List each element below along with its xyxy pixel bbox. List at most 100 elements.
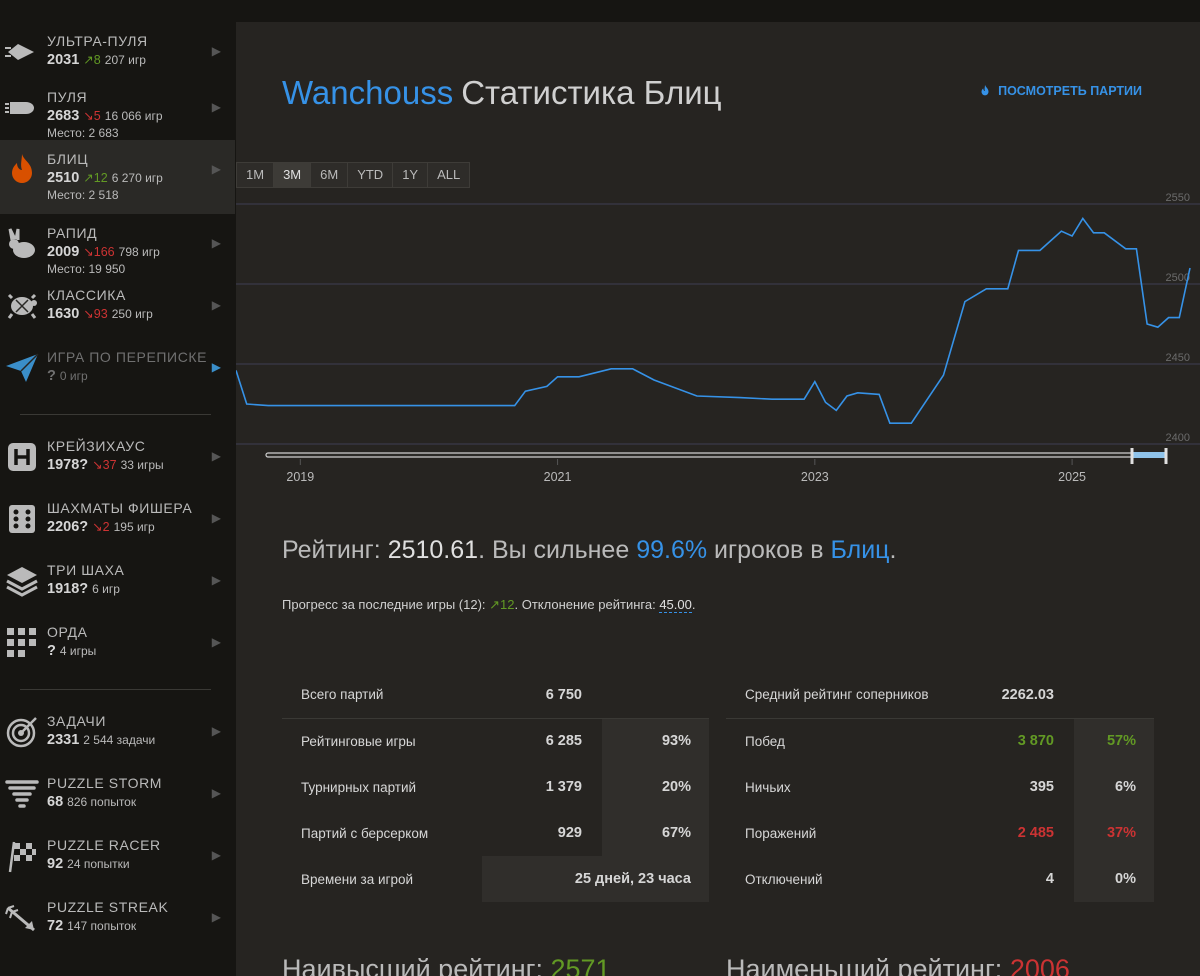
perf-name: Задачи	[47, 713, 106, 729]
navigator-window	[1132, 452, 1166, 458]
sidebar-item-bullet[interactable]: Пуля 2683 ↘5 16 066 игр Место: 2 683 ▶	[0, 78, 235, 140]
stat-label: Средний рейтинг соперников	[726, 672, 956, 719]
stat-time-value: 25 дней, 23 часа	[482, 856, 709, 902]
trend-down-icon: ↘93	[83, 307, 108, 321]
range-button-1y[interactable]: 1Y	[392, 162, 429, 188]
range-button-all[interactable]: ALL	[427, 162, 471, 188]
perf-name: Рапид	[47, 225, 98, 241]
sidebar-item-fire[interactable]: Блиц 2510 ↗12 6 270 игр Место: 2 518 ▶	[0, 140, 235, 214]
perf-sidebar: Ультра-пуля 2031 ↗8 207 игр ▶ Пуля 2683 ↘5 1…	[0, 22, 235, 976]
sidebar-item-rabbit[interactable]: Рапид 2009 ↘166 798 игр Место: 19 950 ▶	[0, 214, 235, 276]
stat-value[interactable]: 395	[1029, 779, 1054, 795]
stat-label: Времени за игрой	[301, 871, 414, 887]
stat-label: Побед	[745, 733, 785, 749]
stat-value: 6 285	[545, 733, 582, 750]
chevron-right-icon: ▶	[211, 298, 221, 312]
sidebar-item-dice[interactable]: Шахматы Фишера 2206? ↘2 195 игр ▶	[0, 489, 235, 551]
highest-rating: Наивысший рейтинг: 2571	[282, 954, 611, 976]
table-row: Времени за игрой 25 дней, 23 часа	[282, 856, 709, 902]
sidebar-item-ultrabullet[interactable]: Ультра-пуля 2031 ↗8 207 игр ▶	[0, 22, 235, 78]
range-button-3m[interactable]: 3M	[273, 162, 312, 188]
x-tick-label: 2025	[1058, 470, 1086, 484]
x-tick-label: 2023	[801, 470, 829, 484]
highest-label: Наивысший рейтинг:	[282, 954, 551, 976]
rating-percent: 99.6%	[636, 536, 708, 564]
sidebar-item-layers[interactable]: Три шаха 1918? 6 игр ▶	[0, 551, 235, 613]
table-row: Средний рейтинг соперников 2262.03	[726, 672, 1154, 719]
sidebar-item-turtle[interactable]: Классика 1630 ↘93 250 игр ▶	[0, 276, 235, 338]
stat-pct: 67%	[602, 810, 709, 856]
rating-summary: Рейтинг: 2510.61. Вы сильнее 99.6% игрок…	[282, 536, 896, 565]
sidebar-separator	[20, 414, 211, 415]
perf-name: Ультра-пуля	[47, 33, 148, 49]
range-button-ytd[interactable]: YTD	[347, 162, 394, 188]
perf-rating: 68 826 попыток	[47, 794, 137, 810]
perf-name: Puzzle Storm	[47, 775, 163, 791]
games-stats-table: Всего партий 6 750 Рейтинговые игры 6 28…	[282, 672, 709, 902]
perf-rating: 2331 2 544 задачи	[47, 732, 156, 748]
trend-down-icon: ↘5	[83, 109, 101, 123]
progress-end: .	[691, 597, 696, 612]
rating-mid2: игроков в	[707, 536, 831, 564]
highest-value: 2571	[550, 954, 611, 976]
perf-name: Шахматы Фишера	[47, 500, 193, 516]
sidebar-item-paper-plane[interactable]: Игра по переписке ? 0 игр ▶	[0, 338, 235, 400]
range-button-6m[interactable]: 6M	[310, 162, 349, 188]
rating-value: 2510.61	[387, 536, 479, 564]
chevron-right-icon: ▶	[211, 236, 221, 250]
perf-name: Крейзихаус	[47, 438, 146, 454]
sidebar-item-flag[interactable]: Puzzle Racer 92 24 попытки ▶	[0, 826, 235, 888]
perf-rating: 1978? ↘37 33 игры	[47, 457, 164, 473]
stat-label: Ничьих	[745, 779, 791, 795]
stat-empty	[602, 672, 709, 719]
view-games-link[interactable]: Посмотреть партии	[978, 84, 1142, 98]
stat-label: Рейтинговые игры	[301, 733, 416, 749]
perf-name: Орда	[47, 624, 88, 640]
main-panel: Wanchouss Статистика Блиц Посмотреть парт…	[236, 22, 1200, 976]
sidebar-item-arrow[interactable]: Puzzle Streak 72 147 попыток ▶	[0, 888, 235, 950]
rating-chart: 2550 2500 2450 2400 2019 2021 2023 2025	[236, 192, 1200, 484]
stat-pct: 0%	[1074, 856, 1154, 902]
fire-icon	[981, 84, 989, 96]
turtle-icon	[4, 288, 40, 324]
chevron-right-icon: ▶	[211, 511, 221, 525]
perf-rating: 2009 ↘166 798 игр	[47, 244, 160, 260]
y-tick-label: 2500	[1166, 272, 1190, 284]
stat-pct: 57%	[1074, 718, 1154, 764]
stat-value: 1 379	[545, 779, 582, 795]
rating-prefix: Рейтинг:	[282, 536, 388, 564]
page-title: Wanchouss Статистика Блиц	[282, 74, 722, 112]
chevron-right-icon: ▶	[211, 449, 221, 463]
navigator-track	[265, 452, 1167, 458]
stat-value[interactable]: 2 485	[1017, 825, 1054, 841]
sidebar-item-crazyhouse[interactable]: Крейзихаус 1978? ↘37 33 игры ▶	[0, 427, 235, 489]
chevron-right-icon: ▶	[211, 910, 221, 924]
perf-name: Puzzle Racer	[47, 837, 161, 853]
perf-rank: Место: 2 683	[47, 126, 119, 140]
stat-label: Отключений	[745, 871, 823, 887]
perf-rank: Место: 2 518	[47, 188, 119, 202]
y-tick-label: 2450	[1166, 352, 1190, 364]
trend-down-icon: ↘2	[92, 520, 110, 534]
deviation-value[interactable]: 45.00	[659, 597, 692, 613]
table-row: Партий с берсерком 929 67%	[282, 810, 709, 856]
trend-up-icon: ↗12	[83, 171, 108, 185]
sidebar-item-horde[interactable]: Орда ? 4 игры ▶	[0, 613, 235, 675]
bullet-icon	[4, 90, 40, 126]
results-stats-table: Средний рейтинг соперников 2262.03 Побед…	[726, 672, 1154, 902]
stat-value[interactable]: 3 870	[1017, 733, 1054, 750]
sidebar-item-target[interactable]: Задачи 2331 2 544 задачи ▶	[0, 702, 235, 764]
fire-icon	[4, 152, 40, 188]
chevron-right-icon: ▶	[211, 44, 221, 58]
username-link[interactable]: Wanchouss	[282, 74, 454, 111]
rating-mid: . Вы сильнее	[478, 536, 637, 564]
sidebar-item-tornado[interactable]: Puzzle Storm 68 826 попыток ▶	[0, 764, 235, 826]
chevron-right-icon: ▶	[211, 848, 221, 862]
x-tick-label: 2021	[544, 470, 572, 484]
perf-rating: 1630 ↘93 250 игр	[47, 306, 153, 322]
stat-label: Всего партий	[282, 672, 482, 719]
stat-value: 4	[1045, 871, 1054, 887]
perf-name: Три шаха	[47, 562, 125, 578]
x-tick-label: 2019	[286, 470, 314, 484]
rating-perf-link[interactable]: Блиц	[830, 536, 890, 564]
